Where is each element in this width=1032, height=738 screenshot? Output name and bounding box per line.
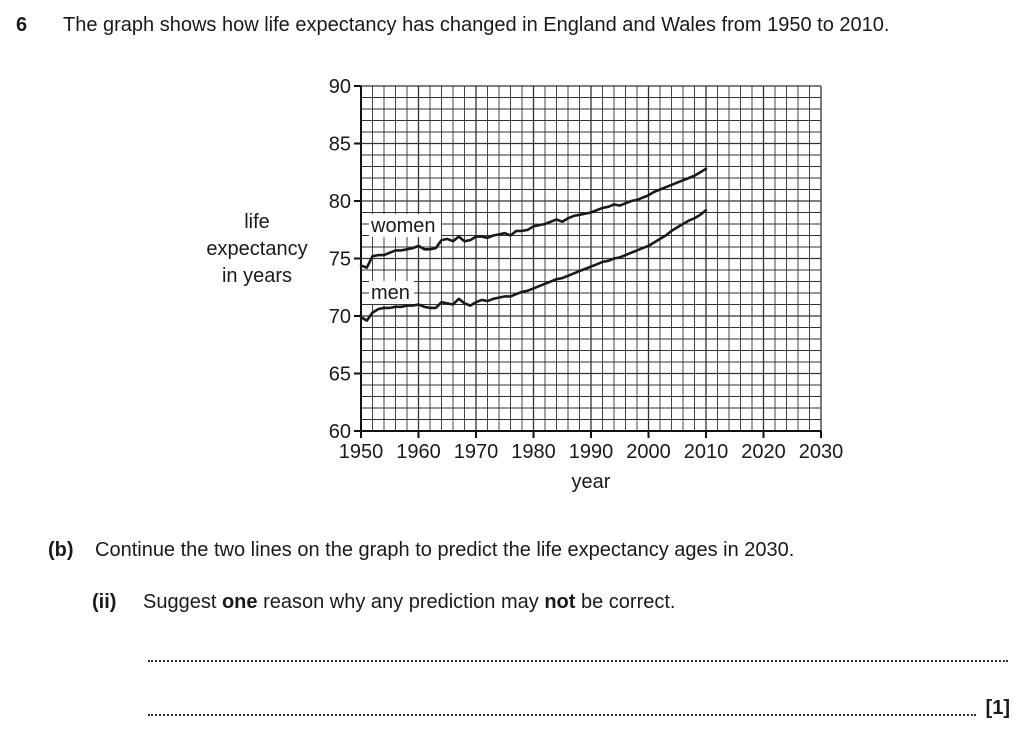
marks-label: [1] <box>985 697 1010 719</box>
x-tick-label: 2020 <box>741 441 786 463</box>
chart-grid <box>360 85 822 432</box>
y-tick-label: 70 <box>329 306 351 328</box>
question-number: 6 <box>16 14 28 36</box>
x-tick-label: 2010 <box>684 441 729 463</box>
series-label-men: men <box>371 282 410 304</box>
life-expectancy-chart: 60 65 70 75 80 85 90 1950 1960 1970 1980 1990 2000 20… <box>206 76 843 493</box>
x-tick-label: 1950 <box>339 441 384 463</box>
part-b-text: Continue the two lines on the graph to p… <box>95 539 795 561</box>
series-line-women <box>359 167 708 270</box>
series-label-women: women <box>370 215 435 237</box>
part-ii-bold-not: not <box>544 591 576 613</box>
part-ii-text-before: Suggest <box>143 591 222 613</box>
y-axis-label-line: expectancy <box>206 238 307 260</box>
part-ii-text: Suggest one reason why any prediction ma… <box>143 591 675 614</box>
y-tick-label: 75 <box>329 249 351 271</box>
series-line-men <box>359 208 708 322</box>
y-tick-label: 80 <box>329 191 351 213</box>
part-ii-text-middle: reason why any prediction may <box>257 591 545 613</box>
y-axis-label-line: in years <box>222 265 292 287</box>
series-label-background <box>369 214 441 237</box>
part-b-label: (b) <box>48 539 74 561</box>
y-tick-label: 85 <box>329 134 351 156</box>
x-tick-label: 2030 <box>799 441 844 463</box>
series-label-background <box>369 281 414 304</box>
chart-axes <box>354 85 822 438</box>
chart-labels: 60 65 70 75 80 85 90 1950 1960 1970 1980 1990 2000 20… <box>206 76 843 493</box>
answer-line-2[interactable] <box>148 714 976 716</box>
part-ii-text-after: be correct. <box>575 591 676 613</box>
y-axis-label-line: life <box>244 211 270 233</box>
x-tick-label: 1960 <box>396 441 441 463</box>
part-ii-label: (ii) <box>92 591 117 613</box>
y-tick-label: 65 <box>329 364 351 386</box>
part-ii-bold-one: one <box>221 591 258 613</box>
x-tick-label: 1970 <box>454 441 499 463</box>
x-tick-label: 1980 <box>511 441 556 463</box>
y-tick-label: 60 <box>329 421 351 443</box>
x-tick-label: 1990 <box>569 441 614 463</box>
y-tick-label: 90 <box>329 76 351 98</box>
x-axis-label: year <box>572 471 611 493</box>
x-tick-label: 2000 <box>626 441 671 463</box>
chart-series <box>359 167 708 322</box>
answer-line-1[interactable] <box>148 660 1008 662</box>
question-text: The graph shows how life expectancy has … <box>63 14 890 36</box>
